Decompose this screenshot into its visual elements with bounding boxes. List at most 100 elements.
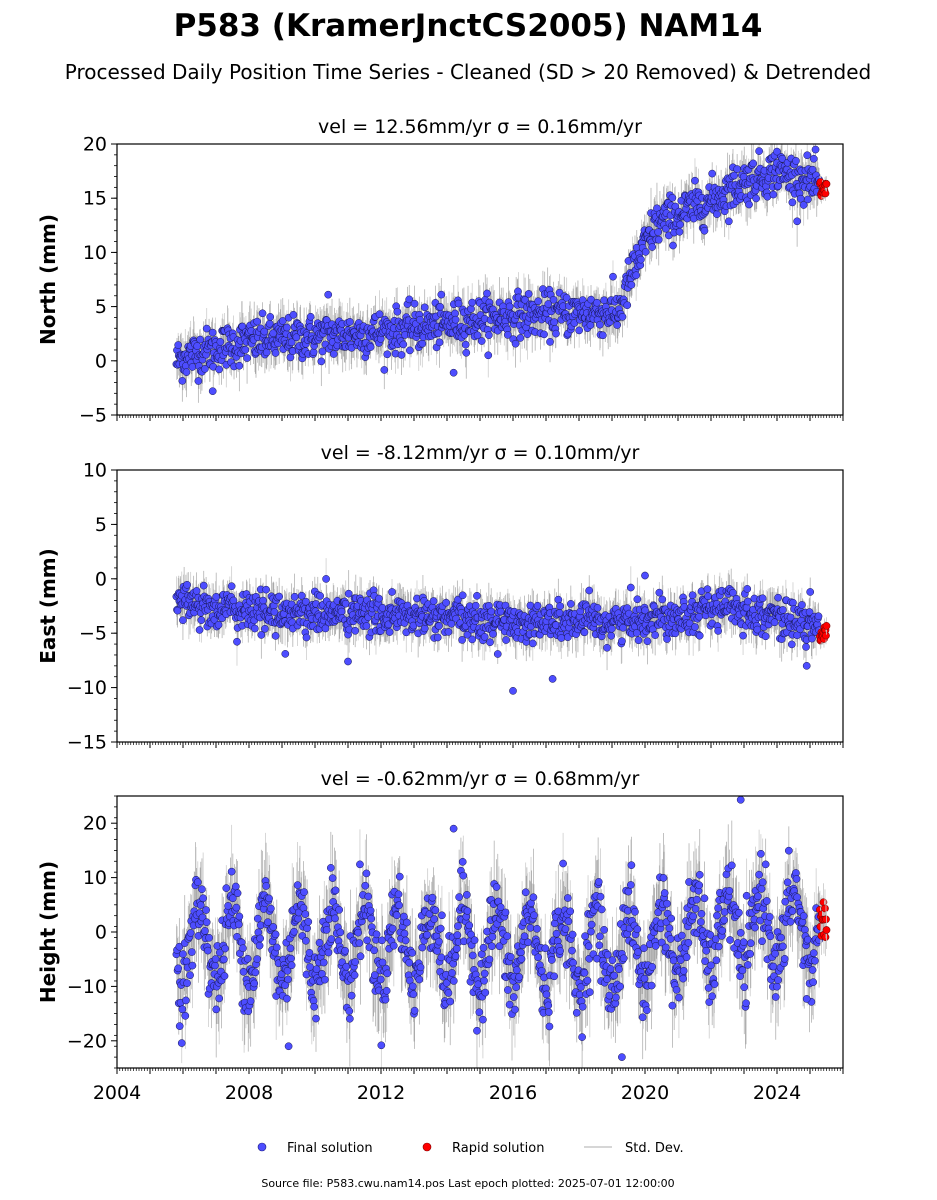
data-point	[383, 350, 392, 359]
y-tick-label: −5	[79, 623, 107, 645]
data-point	[271, 632, 280, 640]
y-tick-label: 10	[83, 242, 107, 264]
data-point	[434, 329, 443, 338]
data-point	[511, 339, 520, 348]
data-point	[700, 226, 709, 235]
data-point	[743, 585, 752, 593]
y-tick-label: 0	[95, 350, 107, 372]
rapid-solution-points	[816, 174, 831, 204]
data-point	[505, 302, 514, 311]
data-point	[593, 298, 601, 307]
data-point	[243, 354, 251, 362]
data-point	[658, 595, 667, 604]
data-point	[399, 340, 408, 349]
data-point	[345, 318, 354, 326]
data-point	[188, 363, 197, 371]
data-point	[416, 315, 424, 324]
data-point	[668, 193, 677, 202]
data-point	[260, 327, 269, 336]
data-point	[651, 631, 660, 639]
data-point	[458, 591, 467, 600]
final-solution-points	[172, 571, 823, 695]
data-point	[619, 623, 627, 632]
data-point	[486, 638, 494, 647]
data-point	[471, 601, 480, 610]
data-point	[468, 635, 477, 644]
std-dev-bars	[175, 144, 820, 403]
data-point	[451, 315, 460, 324]
data-point	[713, 210, 721, 219]
y-tick-label: 20	[83, 134, 107, 156]
data-point	[585, 586, 594, 595]
data-point	[253, 317, 262, 326]
data-point	[309, 348, 318, 357]
data-point	[627, 281, 636, 289]
y-tick-label: −5	[79, 405, 107, 427]
data-point	[484, 351, 493, 360]
data-point	[194, 377, 203, 385]
data-point	[546, 338, 554, 346]
data-point	[808, 165, 817, 174]
data-point	[688, 591, 697, 600]
data-point	[463, 630, 472, 639]
data-point	[603, 643, 611, 652]
data-point	[473, 331, 482, 340]
data-point	[626, 583, 635, 592]
data-point	[420, 624, 429, 633]
data-point	[637, 255, 645, 264]
data-point	[691, 176, 699, 185]
data-point	[410, 299, 419, 308]
plot-area	[172, 144, 831, 403]
data-point	[281, 650, 290, 658]
data-point	[458, 636, 466, 644]
data-point	[316, 592, 324, 600]
data-point	[805, 608, 814, 616]
data-point	[321, 624, 330, 633]
data-point	[641, 248, 650, 256]
data-point	[322, 575, 330, 583]
data-point	[521, 296, 529, 304]
data-point	[258, 309, 267, 318]
data-point	[733, 165, 741, 173]
data-point	[233, 637, 241, 646]
data-point	[405, 295, 414, 304]
data-point	[275, 592, 284, 601]
rapid-point	[822, 631, 830, 640]
data-point	[655, 588, 664, 597]
data-point	[250, 624, 259, 633]
data-point	[261, 624, 269, 633]
rapid-solution-points	[816, 617, 831, 650]
data-point	[587, 295, 595, 304]
data-point	[544, 300, 553, 308]
data-point	[429, 597, 438, 605]
data-point	[552, 329, 560, 338]
data-point	[504, 331, 512, 339]
data-point	[262, 585, 270, 594]
data-point	[730, 171, 739, 180]
data-point	[596, 320, 604, 329]
data-point	[290, 592, 299, 601]
data-point	[202, 324, 211, 333]
rapid-point	[822, 622, 831, 630]
data-point	[773, 147, 781, 156]
data-point	[753, 625, 762, 634]
y-tick-label: 0	[95, 568, 107, 590]
data-point	[607, 631, 616, 640]
data-point	[654, 228, 662, 236]
data-point	[397, 351, 406, 359]
data-point	[192, 587, 201, 595]
data-point	[433, 633, 442, 642]
data-point	[193, 342, 202, 350]
data-point	[179, 616, 187, 625]
data-point	[793, 217, 801, 226]
data-point	[534, 297, 542, 306]
data-point	[212, 592, 221, 601]
panel-title: vel = 12.56mm/yr σ = 0.16mm/yr	[318, 116, 642, 138]
data-point	[214, 620, 223, 629]
data-point	[575, 326, 583, 335]
data-point	[607, 624, 616, 633]
panel-title: vel = -8.12mm/yr σ = 0.10mm/yr	[321, 442, 640, 464]
data-point	[802, 661, 811, 670]
data-point	[484, 331, 493, 340]
